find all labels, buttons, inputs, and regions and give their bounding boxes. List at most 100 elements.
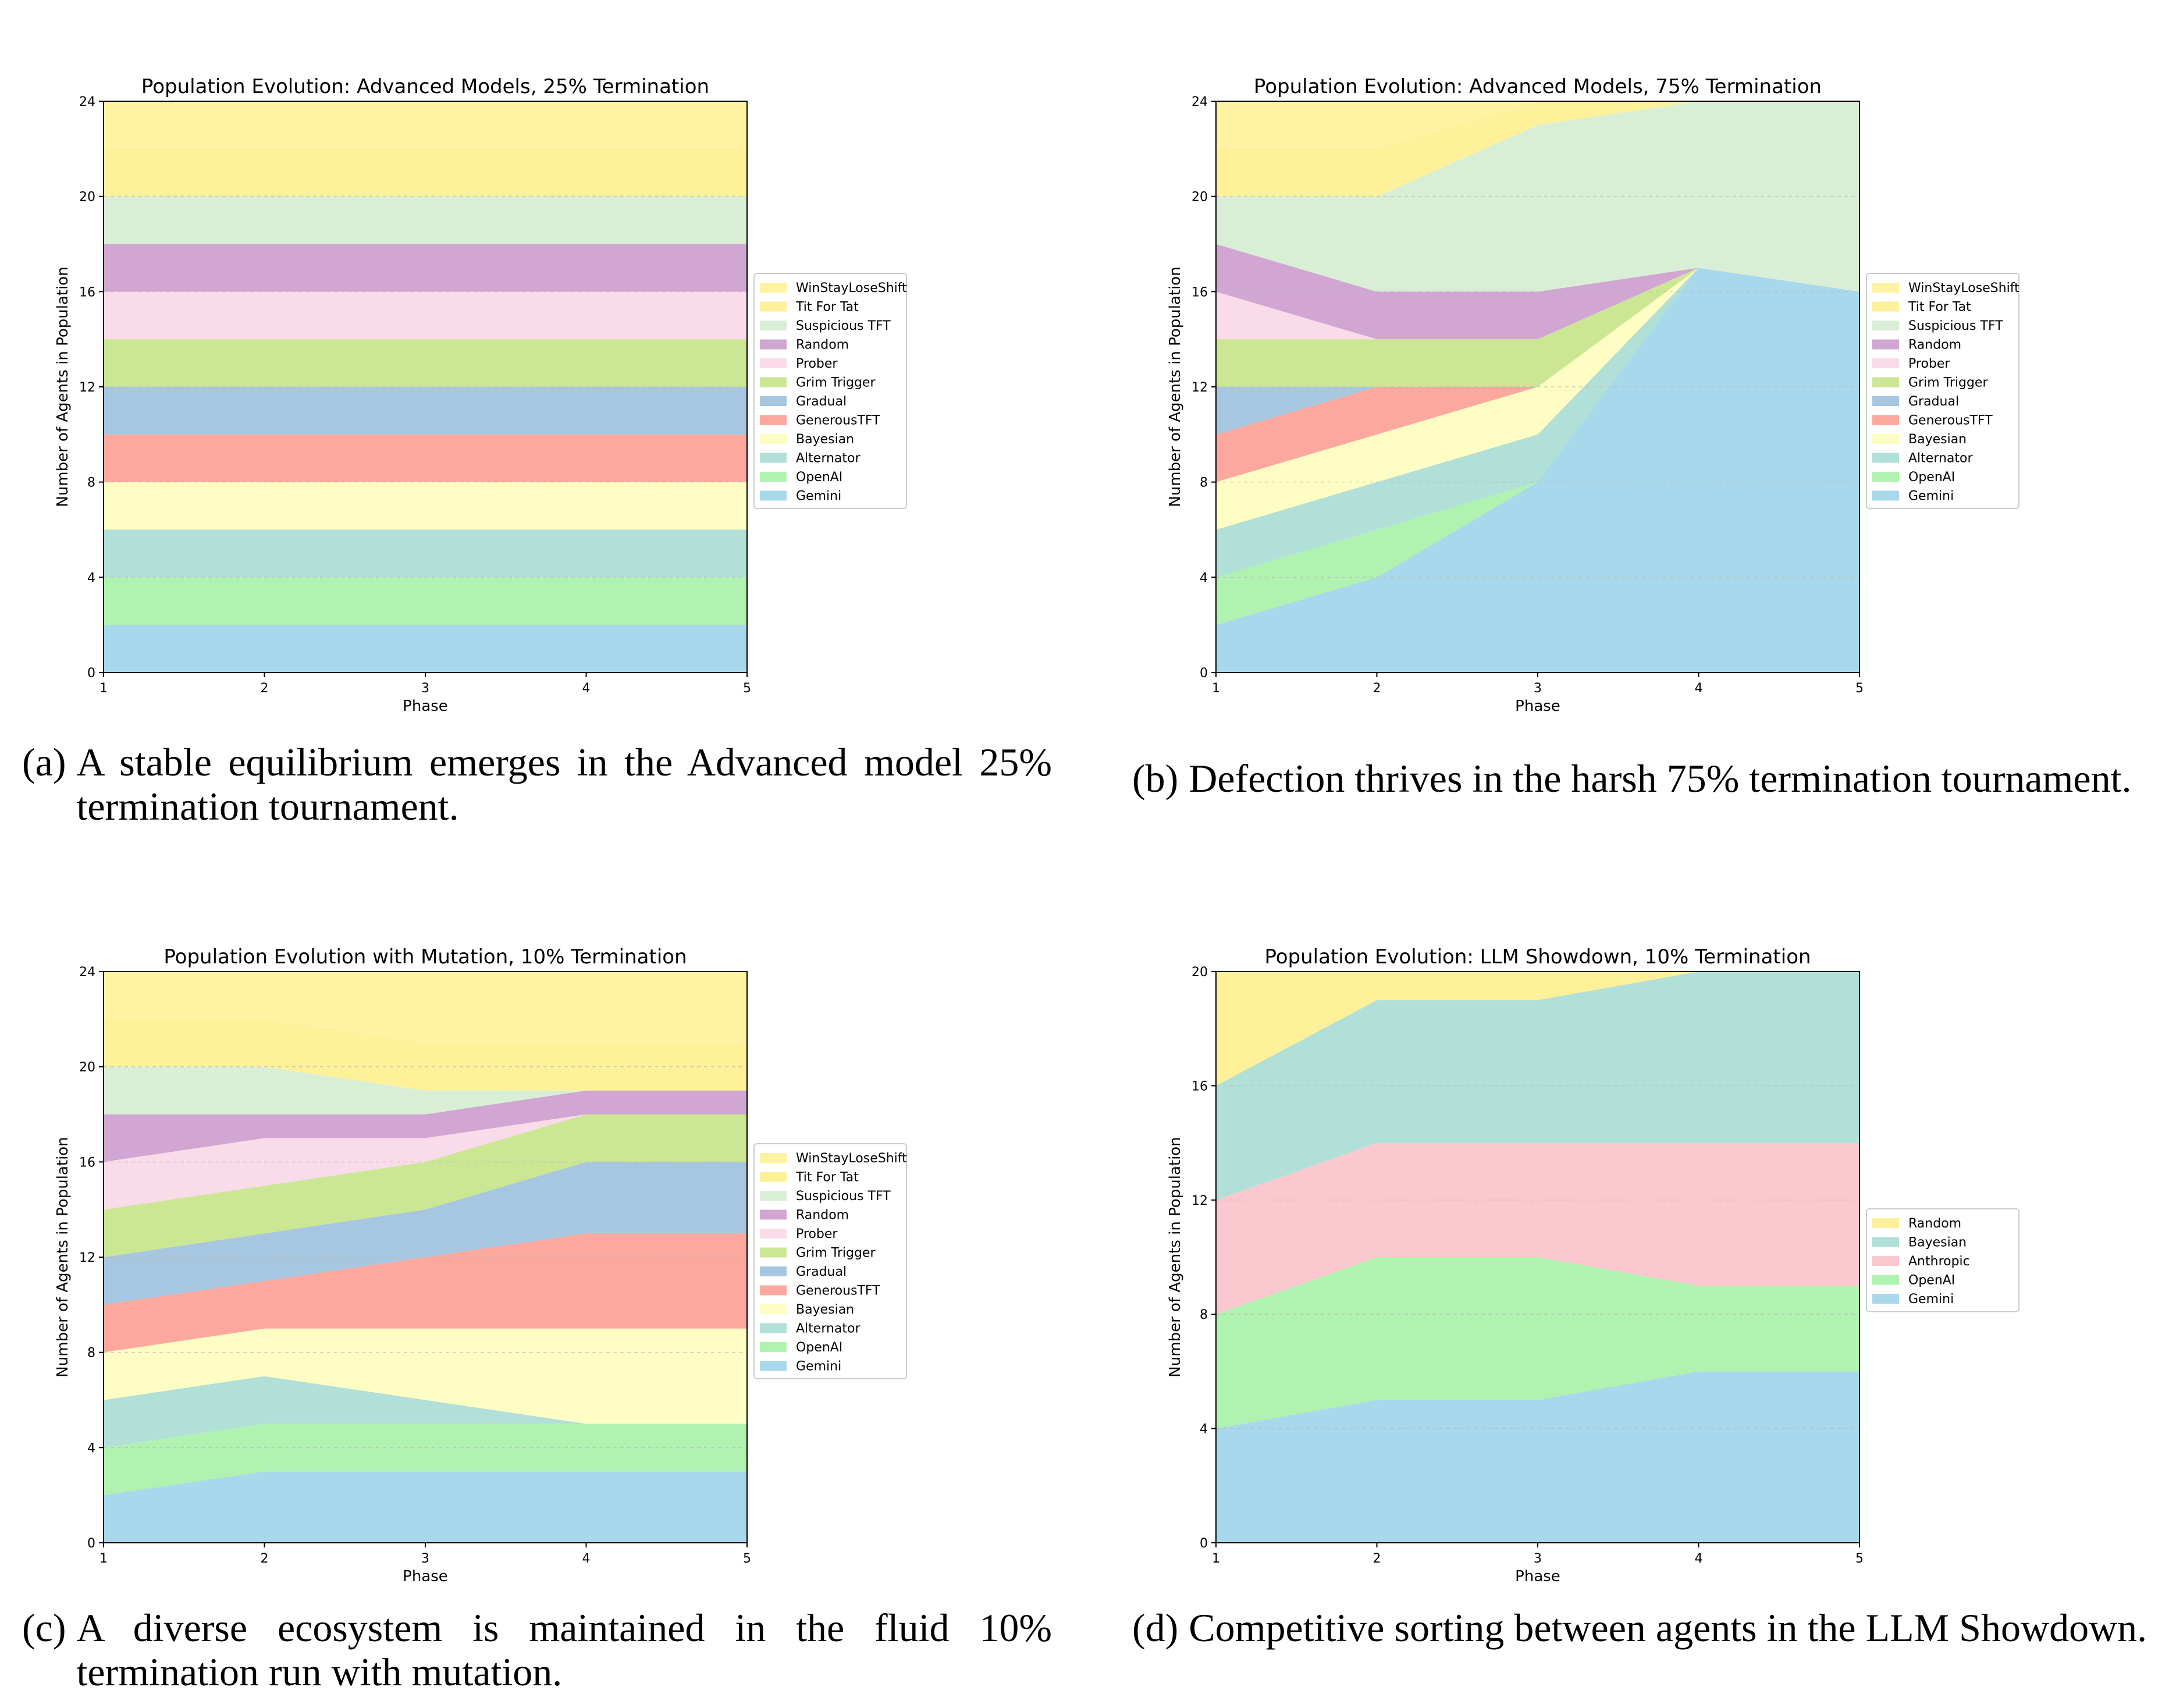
chart-b-legend-label: Prober: [1908, 357, 1950, 371]
chart-c-ytick-label: 8: [87, 1346, 95, 1361]
chart-d-xtick-label: 3: [1534, 1552, 1542, 1566]
chart-b-legend-label: WinStayLoseShift: [1908, 281, 2019, 296]
chart-d-ytick-label: 8: [1200, 1308, 1208, 1322]
chart-d-xtick-label: 5: [1855, 1552, 1864, 1566]
chart-a-legend-swatch: [760, 434, 787, 444]
chart-a-area-random: [104, 244, 747, 292]
chart-c-legend-swatch: [760, 1153, 787, 1163]
chart-b-legend-swatch: [1872, 301, 1899, 312]
chart-a: Population Evolution: Advanced Models, 2…: [54, 75, 907, 715]
chart-a-legend-label: OpenAI: [796, 470, 842, 485]
chart-c-legend-label: Alternator: [796, 1322, 861, 1336]
chart-d-xtick-label: 1: [1212, 1552, 1220, 1566]
chart-b-legend-label: OpenAI: [1908, 470, 1955, 485]
chart-b-legend-swatch: [1872, 472, 1899, 482]
chart-d-legend-swatch: [1872, 1237, 1899, 1247]
chart-b-xtick-label: 1: [1212, 681, 1220, 696]
chart-c-area-openai: [104, 1424, 747, 1496]
chart-a-legend-swatch: [760, 396, 787, 406]
chart-a-legend-swatch: [760, 301, 787, 312]
chart-a-area-prober: [104, 291, 747, 340]
caption-b: (b) Defection thrives in the harsh 75% t…: [1132, 756, 2169, 800]
panel-d: Population Evolution: LLM Showdown, 10% …: [1112, 870, 2169, 1708]
chart-d-ytick-label: 20: [1192, 965, 1208, 980]
chart-a-xtick-label: 4: [582, 681, 591, 696]
chart-d-legend-label: Anthropic: [1908, 1254, 1970, 1269]
chart-c-title: Population Evolution with Mutation, 10% …: [163, 945, 687, 969]
panel-b: Population Evolution: Advanced Models, 7…: [1112, 0, 2169, 854]
chart-c-ytick-label: 24: [79, 965, 95, 980]
chart-c-area-winstayloseshift: [104, 972, 747, 1043]
chart-d-legend-swatch: [1872, 1294, 1899, 1304]
chart-d-legend-label: Random: [1908, 1216, 1961, 1231]
chart-a-area-suspicious-tft: [104, 196, 747, 244]
chart-d-legend-box: [1866, 1208, 2019, 1312]
caption-d-letter: (d): [1132, 1606, 1179, 1650]
chart-b-legend-label: GenerousTFT: [1908, 414, 1993, 428]
chart-d-area-openai: [1216, 1257, 1859, 1429]
chart-a-ytick-label: 0: [87, 666, 95, 681]
chart-c-legend-swatch: [760, 1191, 787, 1201]
chart-c-legend-box: [753, 1143, 907, 1379]
chart-c-xtick-label: 1: [99, 1552, 108, 1566]
chart-a-legend-label: Suspicious TFT: [796, 319, 891, 333]
chart-b-legend-swatch: [1872, 490, 1899, 501]
chart-b-ytick-label: 24: [1192, 95, 1208, 109]
caption-b-letter: (b): [1132, 756, 1179, 800]
chart-c-legend-swatch: [760, 1266, 787, 1276]
chart-a-legend-swatch: [760, 339, 787, 350]
chart-d-area-anthropic: [1216, 1143, 1859, 1315]
chart-c-legend-label: Grim Trigger: [796, 1246, 876, 1261]
chart-a-xtick-label: 2: [261, 681, 269, 696]
chart-b-legend-label: Suspicious TFT: [1908, 319, 2003, 333]
chart-c-xtick-label: 2: [261, 1552, 269, 1566]
chart-a-legend-label: Grim Trigger: [796, 376, 876, 390]
chart-b-legend-swatch: [1872, 434, 1899, 444]
chart-b-area-tit-for-tat: [1216, 101, 1859, 197]
chart-b-legend-label: Gradual: [1908, 394, 1959, 409]
caption-b-text: Defection thrives in the harsh 75% termi…: [1189, 756, 2132, 800]
chart-d-area-gemini: [1216, 1371, 1859, 1543]
chart-b-legend-swatch: [1872, 377, 1899, 387]
chart-d-legend: Random Bayesian Anthropic OpenAI Gemini: [1866, 1208, 2019, 1312]
chart-b-legend-swatch: [1872, 283, 1899, 293]
chart-c-area-gradual: [104, 1162, 747, 1305]
chart-a-legend: WinStayLoseShift Tit For Tat Suspicious TF…: [753, 273, 907, 509]
chart-c-area-generoustft: [104, 1233, 747, 1353]
chart-b-legend-label: Random: [1908, 338, 1961, 353]
chart-c-area-gemini: [104, 1471, 747, 1543]
chart-a-legend-swatch: [760, 321, 787, 330]
caption-a-text: A stable equilibrium emerges in the Adva…: [76, 740, 1052, 828]
chart-a-xtick-label: 5: [743, 681, 751, 696]
chart-b-title: Population Evolution: Advanced Models, 7…: [1254, 75, 1822, 98]
chart-b-legend-swatch: [1872, 339, 1899, 350]
chart-c-area-tit-for-tat: [104, 1019, 747, 1091]
chart-c-xtick-label: 3: [421, 1552, 429, 1566]
chart-a-ytick-label: 4: [87, 571, 95, 585]
chart-b-legend-label: Bayesian: [1908, 432, 1967, 447]
chart-b-area-gemini: [1216, 268, 1859, 672]
panel-a: Population Evolution: Advanced Models, 2…: [0, 0, 1084, 854]
chart-a-legend-swatch: [760, 415, 787, 425]
caption-d: (d) Competitive sorting between agents i…: [1132, 1606, 2162, 1650]
chart-b: Population Evolution: Advanced Models, 7…: [1167, 75, 2019, 715]
chart-b-ytick-label: 4: [1200, 571, 1208, 585]
chart-a-legend-label: GenerousTFT: [796, 414, 880, 428]
chart-a-legend-label: Random: [796, 338, 849, 353]
chart-a-legend-swatch: [760, 472, 787, 482]
caption-d-text: Competitive sorting between agents in th…: [1189, 1606, 2147, 1650]
chart-c-ytick-label: 4: [87, 1441, 95, 1456]
chart-d-ytick-label: 0: [1200, 1536, 1208, 1551]
chart-a-area-alternator: [104, 529, 747, 578]
chart-a-legend-box: [753, 273, 907, 509]
chart-a-ytick-label: 16: [79, 285, 95, 300]
chart-c-area-alternator: [104, 1376, 747, 1448]
chart-b-legend-swatch: [1872, 321, 1899, 330]
chart-b-xtick-label: 3: [1534, 681, 1542, 696]
chart-c-legend: WinStayLoseShift Tit For Tat Suspicious TF…: [753, 1143, 907, 1379]
chart-a-legend-label: WinStayLoseShift: [796, 281, 907, 296]
chart-b-area-winstayloseshift: [1216, 101, 1859, 149]
chart-a-legend-label: Gemini: [796, 489, 841, 504]
chart-b-area-prober: [1216, 268, 1859, 340]
chart-a-xlabel: Phase: [403, 698, 448, 715]
